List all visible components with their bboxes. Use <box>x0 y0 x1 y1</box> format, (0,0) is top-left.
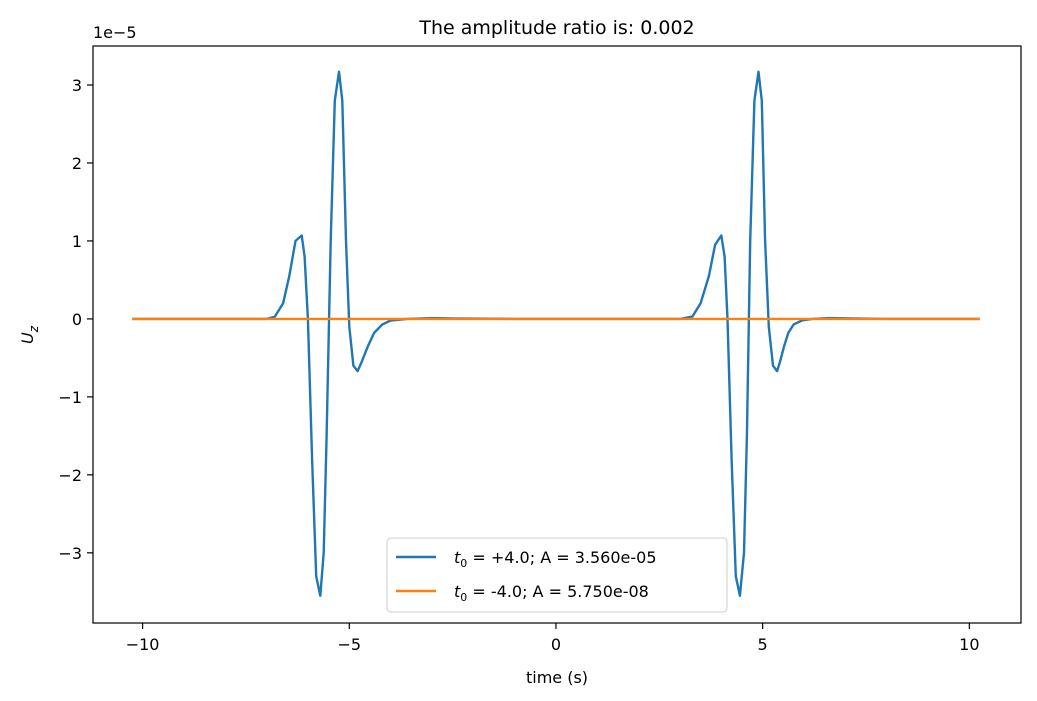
chart-title: The amplitude ratio is: 0.002 <box>418 17 694 39</box>
legend-box <box>386 537 728 613</box>
y-axis-ticks: 3 2 1 0 −1 −2 −3 <box>58 76 93 563</box>
legend-entry-series-1: t0 = +4.0; A = 3.560e-05 <box>454 548 657 570</box>
y-tick-label: −3 <box>58 544 82 563</box>
svg-text:Uz: Uz <box>18 325 41 344</box>
y-tick-label: 1 <box>72 232 82 251</box>
x-tick-label: −10 <box>126 635 160 654</box>
x-tick-label: 5 <box>758 635 768 654</box>
x-tick-label: −5 <box>337 635 361 654</box>
x-axis-ticks: −10 −5 0 5 10 <box>126 623 980 654</box>
plot-frame <box>92 45 1022 624</box>
y-offset-text: 1e−5 <box>93 23 137 42</box>
y-tick-label: 2 <box>72 154 82 173</box>
y-axis-label-main: U <box>18 332 37 344</box>
y-axis-label: Uz <box>18 325 41 344</box>
y-tick-label: −2 <box>58 466 82 485</box>
legend-entry-series-2: t0 = -4.0; A = 5.750e-08 <box>454 582 649 604</box>
x-axis-label: time (s) <box>526 668 588 687</box>
legend: t0 = +4.0; A = 3.560e-05 t0 = -4.0; A = … <box>386 537 728 613</box>
y-axis-label-sub: z <box>27 325 41 333</box>
x-tick-label: 10 <box>959 635 979 654</box>
x-tick-label: 0 <box>551 635 561 654</box>
y-tick-label: 0 <box>72 310 82 329</box>
y-tick-label: 3 <box>72 76 82 95</box>
plot-area <box>93 46 1021 623</box>
series-layer <box>132 70 980 597</box>
y-tick-label: −1 <box>58 388 82 407</box>
